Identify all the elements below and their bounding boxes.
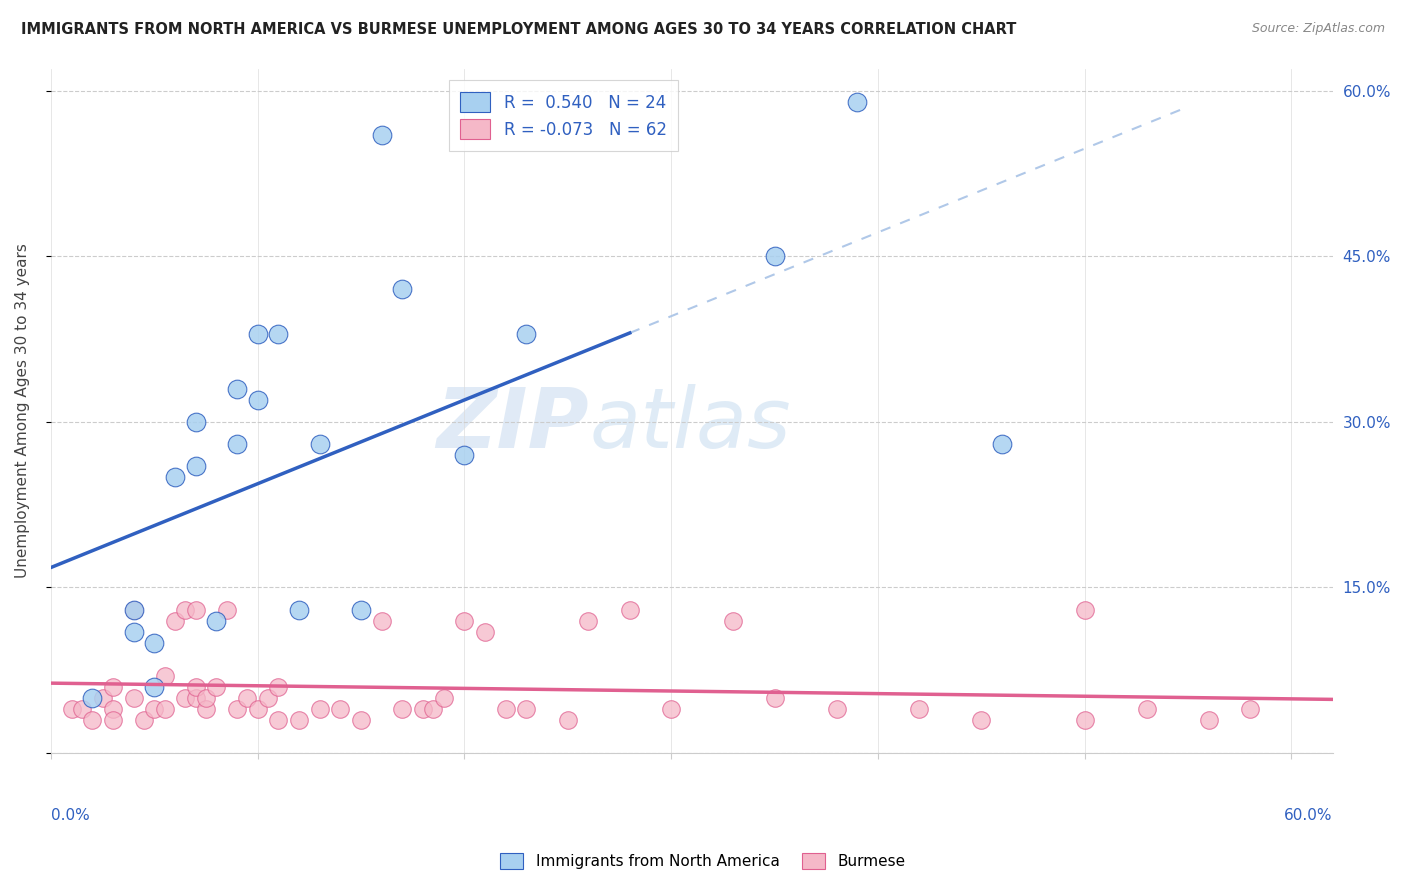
Point (763, 690, 786, 705)
Point (143, 702, 166, 716)
Point (453, 614, 475, 628)
Point (257, 690, 280, 705)
Point (370, 614, 392, 628)
Point (82, 690, 104, 705)
Point (70, 702, 93, 716)
Point (122, 602, 145, 616)
Point (267, 713, 290, 727)
Point (619, 602, 641, 616)
Point (350, 602, 373, 616)
Point (236, 690, 259, 705)
Text: ZIP: ZIP (437, 384, 589, 465)
Point (350, 713, 373, 727)
Point (391, 702, 413, 716)
Point (101, 713, 124, 727)
Point (308, 702, 330, 716)
Point (991, 437, 1014, 451)
Point (143, 635, 166, 649)
Point (143, 680, 166, 694)
Point (267, 326, 290, 341)
Point (515, 702, 537, 716)
Point (578, 614, 600, 628)
Point (184, 602, 207, 616)
Point (412, 702, 434, 716)
Y-axis label: Unemployment Among Ages 30 to 34 years: Unemployment Among Ages 30 to 34 years (15, 244, 30, 578)
Text: 0.0%: 0.0% (51, 808, 90, 823)
Point (132, 713, 155, 727)
Point (246, 326, 269, 341)
Point (1136, 702, 1159, 716)
Text: Source: ZipAtlas.com: Source: ZipAtlas.com (1251, 22, 1385, 36)
Point (846, 95, 869, 109)
Point (184, 680, 207, 694)
Point (163, 470, 186, 484)
Point (184, 458, 207, 473)
Point (1198, 713, 1220, 727)
Point (205, 680, 228, 694)
Point (153, 702, 176, 716)
Point (122, 602, 145, 616)
Point (226, 437, 249, 451)
Point (184, 415, 207, 429)
Text: atlas: atlas (589, 384, 792, 465)
Point (370, 128, 392, 142)
Point (60, 702, 83, 716)
Point (101, 680, 124, 694)
Point (174, 602, 197, 616)
Point (1073, 713, 1095, 727)
Point (308, 437, 330, 451)
Point (288, 602, 311, 616)
Point (246, 392, 269, 407)
Point (763, 249, 786, 263)
Point (267, 680, 290, 694)
Point (246, 702, 269, 716)
Point (1073, 602, 1095, 616)
Point (174, 690, 197, 705)
Point (194, 690, 217, 705)
Point (122, 690, 145, 705)
Point (205, 614, 228, 628)
Text: IMMIGRANTS FROM NORTH AMERICA VS BURMESE UNEMPLOYMENT AMONG AGES 30 TO 34 YEARS : IMMIGRANTS FROM NORTH AMERICA VS BURMESE… (21, 22, 1017, 37)
Point (153, 669, 176, 683)
Point (474, 624, 496, 639)
Point (288, 713, 311, 727)
Point (226, 382, 249, 396)
Point (825, 702, 848, 716)
Point (433, 690, 456, 705)
Point (970, 713, 993, 727)
Point (101, 702, 124, 716)
Point (329, 702, 352, 716)
Point (122, 624, 145, 639)
Point (422, 702, 444, 716)
Point (1239, 702, 1261, 716)
Point (184, 690, 207, 705)
Point (908, 702, 931, 716)
Point (515, 326, 537, 341)
Point (194, 702, 217, 716)
Text: 60.0%: 60.0% (1284, 808, 1333, 823)
Legend: Immigrants from North America, Burmese: Immigrants from North America, Burmese (495, 847, 911, 875)
Point (659, 702, 682, 716)
Point (557, 713, 579, 727)
Point (453, 448, 475, 462)
Point (215, 602, 238, 616)
Point (721, 614, 744, 628)
Point (91, 690, 114, 705)
Point (391, 282, 413, 296)
Legend: R =  0.540   N = 24, R = -0.073   N = 62: R = 0.540 N = 24, R = -0.073 N = 62 (449, 80, 679, 151)
Point (495, 702, 517, 716)
Point (163, 614, 186, 628)
Point (226, 702, 249, 716)
Point (82, 713, 104, 727)
